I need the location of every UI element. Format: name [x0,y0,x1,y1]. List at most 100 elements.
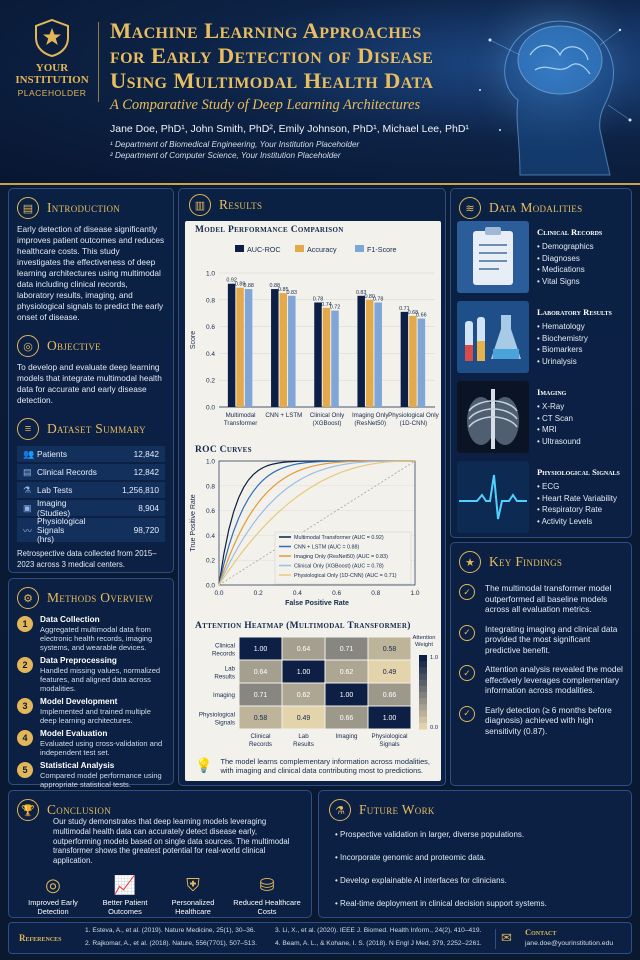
reference-item: 1. Esteva, A., et al. (2019). Nature Med… [85,927,256,934]
modality-laboratory: Laboratory Results • Hematology • Bioche… [457,301,623,375]
method-step: 2 Data Preprocessing Handled missing value… [17,656,165,693]
check-icon: ✓ [459,624,475,641]
dataset-row: ⚗ Lab Tests 1,256,810 [17,482,165,498]
heatmap-value: 0.64 [254,669,268,676]
reference-item: 2. Rajkomar, A., et al. (2018). Nature, … [85,940,257,947]
check-icon: ✓ [459,665,475,681]
references-label: References [19,933,62,943]
bar-chart-title: Model Performance Comparison [195,225,344,235]
x-tick-label: (1D-CNN) [400,420,428,427]
method-step: 5 Statistical Analysis Compared model perf… [17,761,165,789]
modality-bullets: • ECG • Heart Rate Variability • Respira… [537,481,617,527]
bar-value-label: 0.68 [408,310,419,316]
roc-chart: 0.0 0.2 0.4 0.6 0.8 1.0 0.0 0.2 0.4 0.6 0.8 1.0 Fals… [190,459,420,608]
methods-steps: 1 Data Collection Aggregated multimodal da… [17,615,165,789]
finding-text: Attention analysis revealed the model ef… [485,664,623,695]
objective-title: Objective [47,338,101,353]
y-tick-label: 0.4 [206,351,215,358]
roc-curve [218,460,415,586]
check-icon: ✓ [459,705,475,722]
colorbar-tick: 1.0 [430,655,438,661]
book-icon: ▤ [17,197,39,219]
dataset-value: 8,904 [138,503,159,513]
modality-bullets: • X-Ray • CT Scan • MRI • Ultrasound [537,401,581,447]
heatmap-row-label: Results [214,674,235,681]
heatmap-row-label: Signals [215,720,235,727]
step-desc: Implemented and trained multiple deep le… [40,707,151,725]
step-title: Data Preprocessing [40,656,117,665]
modality-bullet: • Heart Rate Variability [537,493,618,503]
dataset-label-line1: Physiological Signals [37,515,86,535]
star-icon: ★ [459,551,481,573]
y-tick-label: 0.8 [206,297,215,304]
modality-title: Clinical Records [537,227,603,237]
colorbar-label: Attention [413,635,436,641]
dataset-label: Physiological Signals (hrs) [37,515,99,544]
poster-subtitle: A Comparative Study of Deep Learning Arc… [110,97,421,113]
references-divider [495,929,496,949]
clipboard-image [457,221,529,293]
heatmap-col-label: Physiological [371,733,407,740]
bar-value-label: 0.83 [287,290,298,296]
bar [400,311,409,407]
y-tick-label: 0.0 [206,583,215,590]
heatmap-value: 0.49 [297,715,311,722]
step-title: Model Development [40,697,118,706]
modality-bullet: • Demographics [537,242,594,251]
colorbar-label: Weight [415,642,433,648]
y-tick-label: 0.6 [206,324,215,331]
future-item: • Real-time deployment in clinical decis… [335,899,547,908]
step-title: Model Evaluation [40,729,108,738]
database-icon: ≡ [17,418,39,440]
colorbar-segment [419,685,427,693]
dataset-value: 98,720 [133,525,159,535]
modality-title: Laboratory Results [537,307,612,317]
y-tick-label: 1.0 [206,271,215,278]
heatmap-value: 0.71 [254,692,268,699]
colorbar-segment [419,710,427,718]
heatmap-value: 1.00 [383,715,397,722]
heatmap-col-label: Records [249,741,272,748]
dataset-value: 12,842 [133,449,159,459]
chance-line [218,460,416,586]
heatmap-value: 0.66 [340,715,354,722]
heatmap-col-label: Imaging [335,733,358,740]
y-axis-label: True Positive Rate [190,494,197,551]
x-tick-label: 0.4 [293,590,302,597]
finding-item: ✓ Early detection (≥ 6 months before diag… [459,705,623,737]
y-tick-label: 0.2 [206,378,215,385]
affiliation-2: ² Department of Computer Science, Your I… [110,151,341,160]
colorbar-segment [419,722,427,730]
bar [365,299,374,407]
heatmap-title: Attention Heatmap (Multimodal Transforme… [195,621,411,631]
heatmap-value: 1.00 [297,669,311,676]
modalities-title: Data Modalities [489,200,583,215]
lightbulb-icon: 💡 [195,757,213,773]
modality-title: Imaging [537,387,567,397]
colorbar-segment [419,704,427,711]
x-tick-label: Clinical Only [310,412,345,419]
heatmap-col-label: Signals [379,741,399,748]
references-bar: References 1. Esteva, A., et al. (2019).… [8,922,632,954]
benefit-label-line1: Personalized [171,898,215,907]
x-tick-label: Imaging Only [352,412,389,419]
conclusion-panel: 🏆 Conclusion Our study demonstrates that… [8,790,312,918]
dataset-row: ▤ Clinical Records 12,842 [17,464,165,480]
modality-clinical-records: Clinical Records • Demographics • Diagno… [457,221,623,295]
lab-icon: ⚗ [23,484,32,495]
legend-swatch [295,245,304,252]
left-panel-top: ▤ Introduction Early detection of diseas… [8,188,174,573]
future-item: • Incorporate genomic and proteomic data… [335,853,486,862]
modality-physiological: Physiological Signals • ECG • Heart Rate… [457,461,623,535]
dataset-value: 1,256,810 [122,485,159,495]
conclusion-title: Conclusion [47,802,112,817]
legend-box [274,531,412,585]
benefit-item: ◎ Improved Early Detection [18,875,88,916]
x-axis-label: False Positive Rate [285,600,349,607]
x-tick-label: (XGBoost) [313,420,342,427]
contact-email[interactable]: jane.doe@yourinstitution.edu [525,940,614,947]
heatmap-value: 0.58 [254,715,268,722]
bar [244,289,253,407]
heatmap-value: 0.64 [297,646,311,653]
results-title: Results [219,197,263,212]
